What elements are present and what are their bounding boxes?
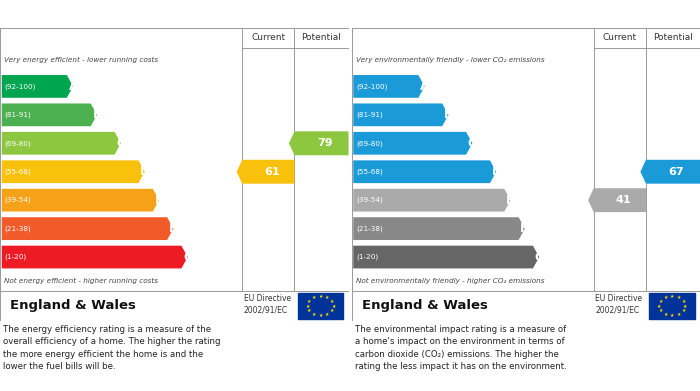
Text: A: A: [420, 80, 429, 93]
Text: ★: ★: [318, 313, 323, 318]
Text: EU Directive
2002/91/EC: EU Directive 2002/91/EC: [244, 294, 291, 315]
Text: G: G: [535, 251, 545, 264]
Text: Current: Current: [603, 33, 637, 42]
Text: Energy Efficiency Rating: Energy Efficiency Rating: [5, 7, 177, 20]
Polygon shape: [354, 75, 425, 98]
Polygon shape: [1, 104, 97, 126]
Polygon shape: [354, 160, 496, 183]
Text: England & Wales: England & Wales: [362, 300, 488, 312]
Polygon shape: [588, 188, 646, 212]
Text: B: B: [444, 108, 453, 121]
Text: 61: 61: [264, 167, 279, 177]
Text: ★: ★: [318, 294, 323, 299]
Text: 41: 41: [615, 195, 631, 205]
Text: (39-54): (39-54): [356, 197, 383, 203]
Text: Very energy efficient - lower running costs: Very energy efficient - lower running co…: [4, 57, 158, 63]
Bar: [650, 293, 695, 319]
Text: ★: ★: [332, 303, 336, 308]
Text: Current: Current: [251, 33, 286, 42]
Text: ★: ★: [664, 295, 668, 300]
Text: 67: 67: [668, 167, 685, 177]
Polygon shape: [1, 217, 174, 240]
Text: ★: ★: [330, 299, 335, 304]
Text: ★: ★: [312, 312, 316, 317]
Text: ★: ★: [677, 295, 681, 300]
Text: Potential: Potential: [302, 33, 342, 42]
Text: (21-38): (21-38): [356, 225, 383, 232]
Text: Potential: Potential: [653, 33, 693, 42]
Text: ★: ★: [677, 312, 681, 317]
Text: (92-100): (92-100): [4, 83, 36, 90]
Polygon shape: [640, 160, 700, 184]
Polygon shape: [1, 160, 145, 183]
Text: F: F: [169, 222, 177, 235]
Text: A: A: [69, 80, 78, 93]
Text: EU Directive
2002/91/EC: EU Directive 2002/91/EC: [596, 294, 643, 315]
Text: (69-80): (69-80): [356, 140, 383, 147]
Text: ★: ★: [681, 308, 686, 313]
Text: (1-20): (1-20): [356, 254, 378, 260]
Text: The environmental impact rating is a measure of
a home's impact on the environme: The environmental impact rating is a mea…: [355, 325, 567, 371]
Polygon shape: [354, 132, 472, 155]
Text: (81-91): (81-91): [4, 111, 32, 118]
Text: D: D: [140, 165, 150, 178]
Text: E: E: [506, 194, 514, 207]
Polygon shape: [289, 131, 349, 155]
Text: ★: ★: [305, 303, 309, 308]
Text: E: E: [155, 194, 162, 207]
Polygon shape: [354, 189, 510, 212]
Polygon shape: [354, 104, 449, 126]
Text: C: C: [468, 137, 477, 150]
Text: (81-91): (81-91): [356, 111, 383, 118]
Text: (21-38): (21-38): [4, 225, 32, 232]
Text: ★: ★: [657, 303, 661, 308]
Text: G: G: [183, 251, 193, 264]
Polygon shape: [237, 160, 295, 184]
Text: (55-68): (55-68): [356, 169, 383, 175]
Text: ★: ★: [683, 303, 687, 308]
Text: Environmental Impact (CO₂) Rating: Environmental Impact (CO₂) Rating: [357, 7, 603, 20]
Text: ★: ★: [664, 312, 668, 317]
Bar: [298, 293, 343, 319]
Text: ★: ★: [325, 295, 330, 300]
Text: (39-54): (39-54): [4, 197, 32, 203]
Text: ★: ★: [659, 299, 663, 304]
Text: Very environmentally friendly - lower CO₂ emissions: Very environmentally friendly - lower CO…: [356, 57, 545, 63]
Text: B: B: [92, 108, 102, 121]
Text: Not environmentally friendly - higher CO₂ emissions: Not environmentally friendly - higher CO…: [356, 278, 544, 284]
Text: 79: 79: [317, 138, 332, 148]
Text: ★: ★: [659, 308, 663, 313]
Polygon shape: [1, 189, 159, 212]
Polygon shape: [1, 132, 121, 155]
Polygon shape: [1, 75, 73, 98]
Text: (69-80): (69-80): [4, 140, 32, 147]
Text: ★: ★: [670, 313, 674, 318]
Text: (55-68): (55-68): [4, 169, 32, 175]
Text: C: C: [116, 137, 125, 150]
Text: ★: ★: [681, 299, 686, 304]
Text: (1-20): (1-20): [4, 254, 27, 260]
Text: Not energy efficient - higher running costs: Not energy efficient - higher running co…: [4, 278, 158, 284]
Polygon shape: [354, 217, 525, 240]
Text: ★: ★: [330, 308, 335, 313]
Text: England & Wales: England & Wales: [10, 300, 136, 312]
Text: D: D: [491, 165, 501, 178]
Text: ★: ★: [312, 295, 316, 300]
Text: ★: ★: [670, 294, 674, 299]
Polygon shape: [1, 246, 188, 269]
Text: ★: ★: [307, 299, 312, 304]
Text: (92-100): (92-100): [356, 83, 387, 90]
Text: The energy efficiency rating is a measure of the
overall efficiency of a home. T: The energy efficiency rating is a measur…: [4, 325, 221, 371]
Text: F: F: [520, 222, 528, 235]
Text: ★: ★: [307, 308, 312, 313]
Polygon shape: [354, 246, 539, 269]
Text: ★: ★: [325, 312, 330, 317]
